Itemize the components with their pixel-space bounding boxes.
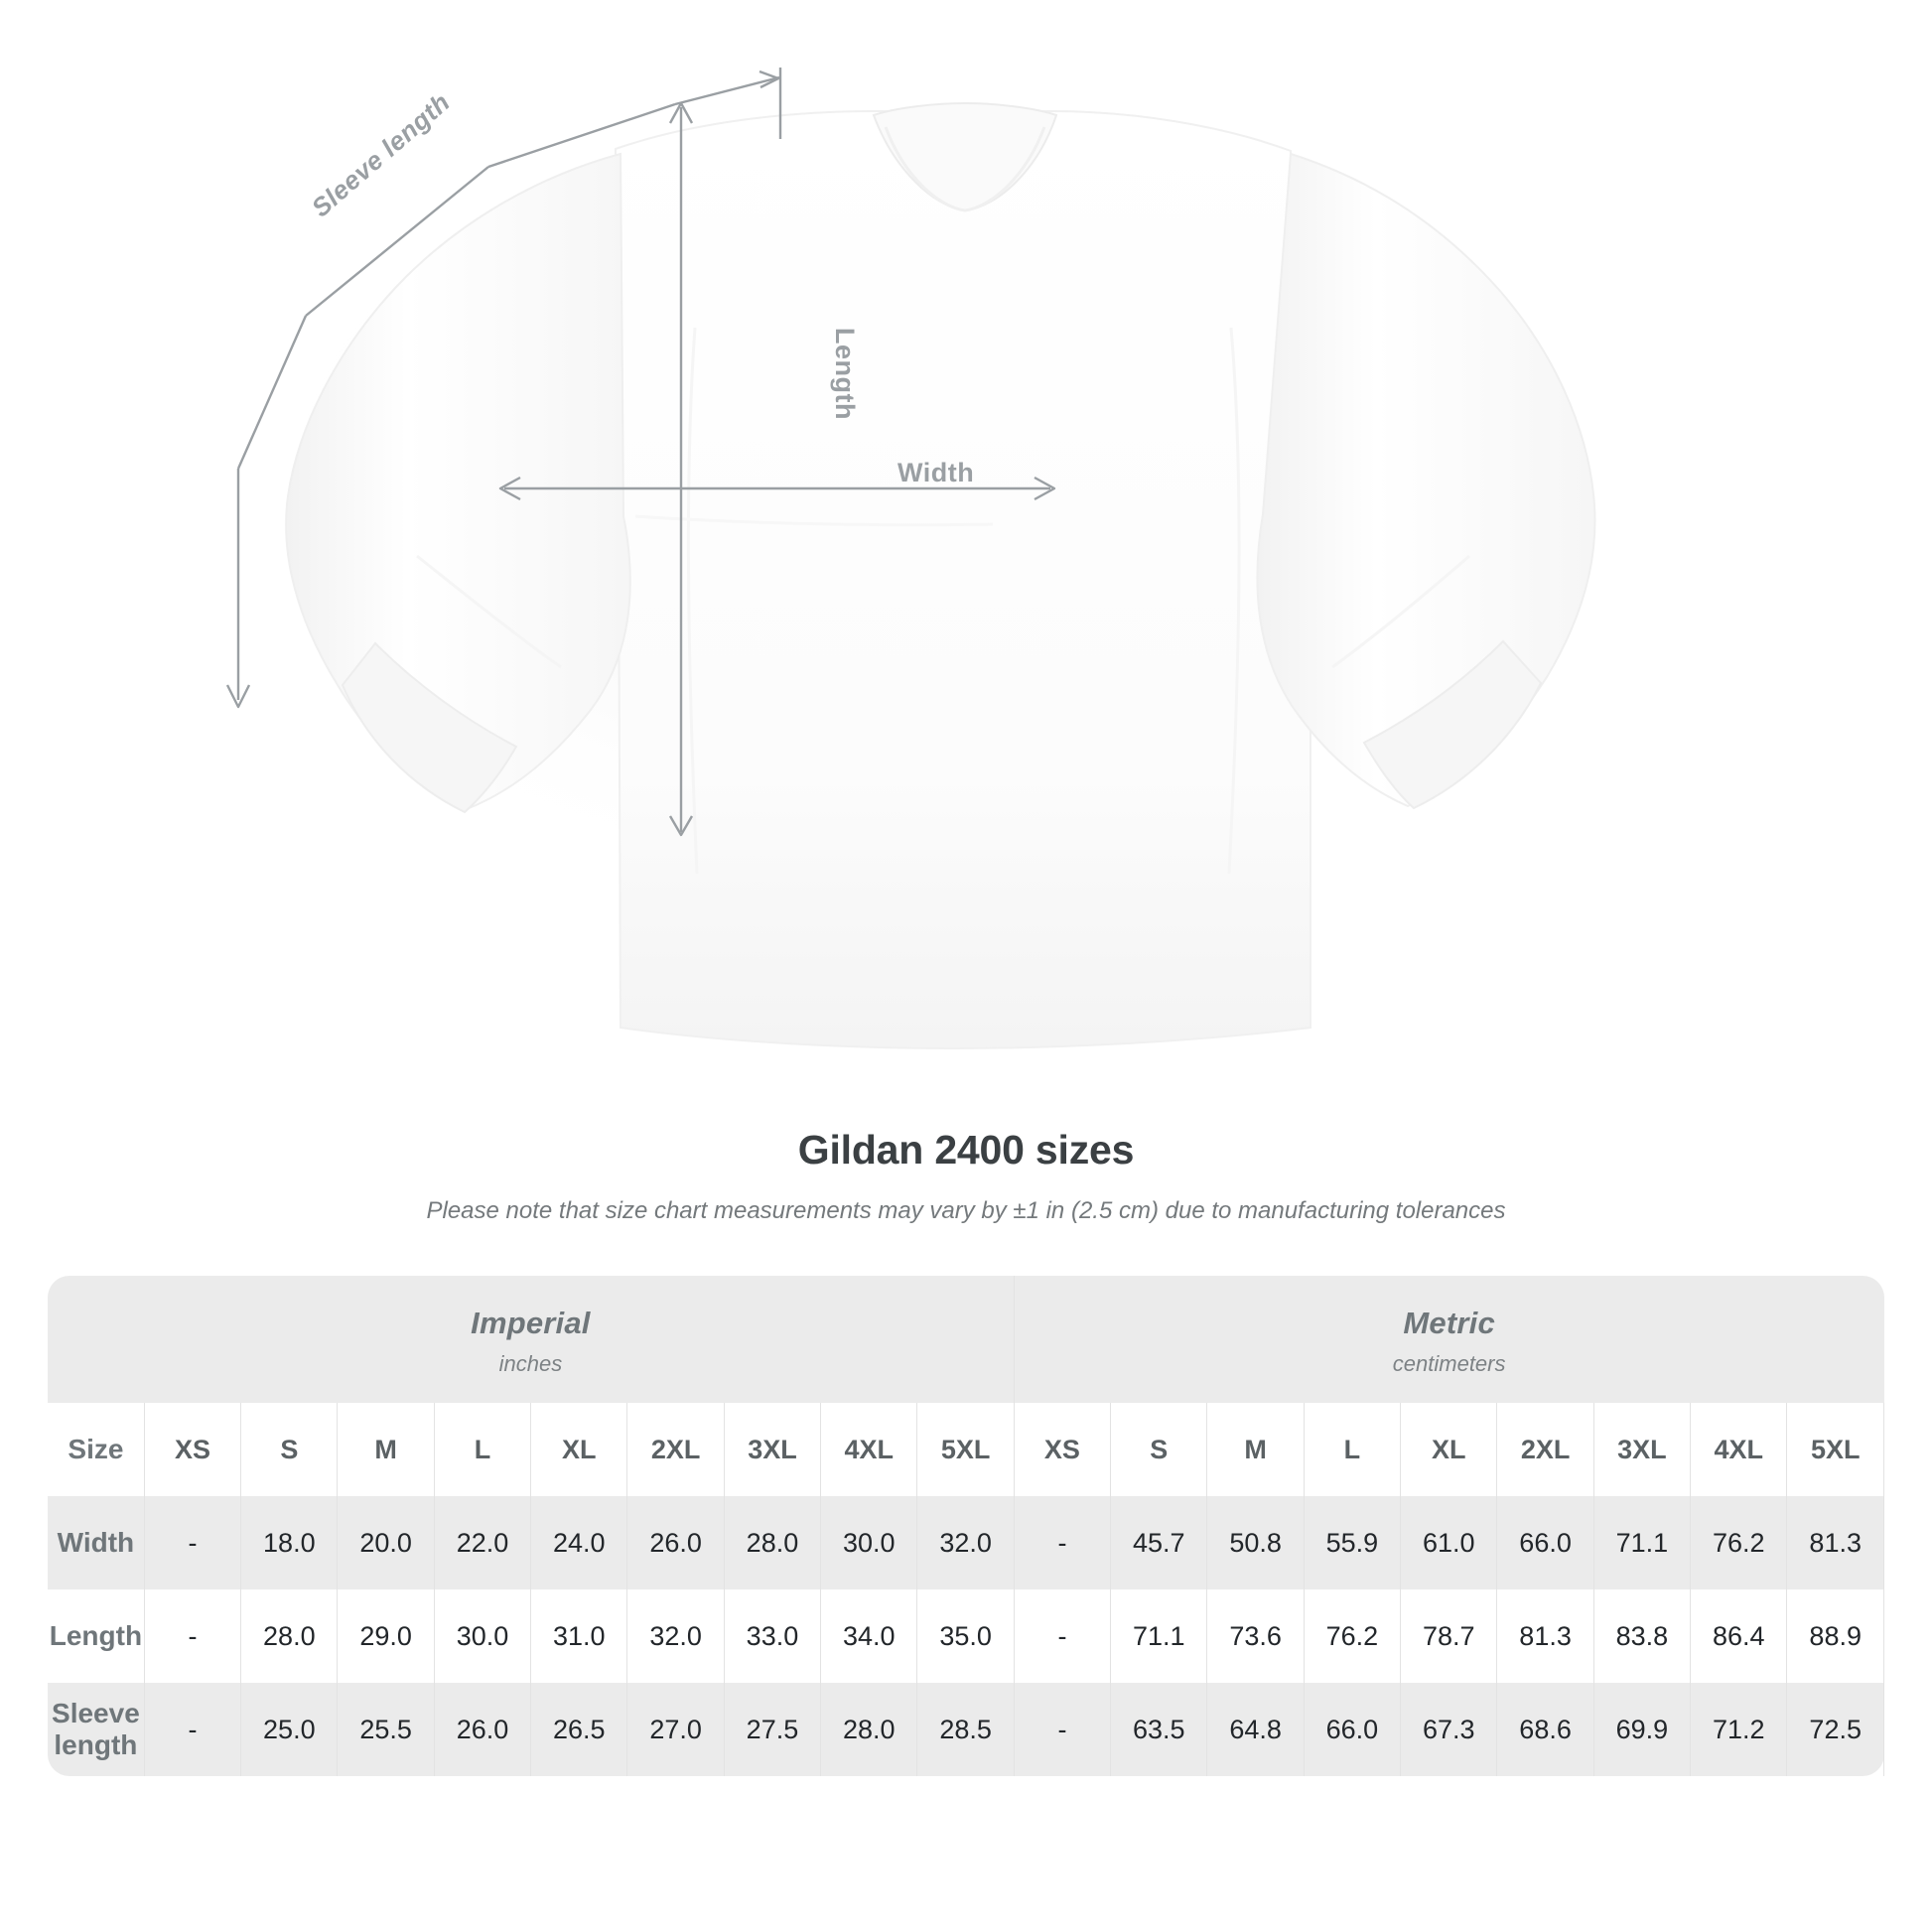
shirt-body: [285, 101, 1596, 1050]
cell-imperial: -: [143, 1683, 242, 1776]
cell-metric: 69.9: [1592, 1683, 1692, 1776]
cell-metric: 71.1: [1592, 1496, 1692, 1589]
size-chart-table: Imperial inches Metric centimeters Size …: [48, 1276, 1884, 1776]
cell-metric: -: [1013, 1683, 1112, 1776]
unit-group-imperial: Imperial inches: [48, 1276, 1015, 1403]
size-header-imperial-3xl: 3XL: [723, 1403, 822, 1496]
size-header-imperial-5xl: 5XL: [916, 1403, 1015, 1496]
cell-metric: 73.6: [1206, 1589, 1305, 1683]
size-header-metric-5xl: 5XL: [1786, 1403, 1884, 1496]
cell-imperial: 25.5: [337, 1683, 435, 1776]
cell-metric: 50.8: [1206, 1496, 1305, 1589]
cell-metric: 66.0: [1303, 1683, 1402, 1776]
cell-imperial: 30.0: [433, 1589, 532, 1683]
size-column-header: Size: [48, 1403, 145, 1496]
cell-imperial: 26.0: [433, 1683, 532, 1776]
size-header-imperial-xs: XS: [143, 1403, 242, 1496]
cell-metric: 71.2: [1690, 1683, 1788, 1776]
cell-imperial: 30.0: [820, 1496, 918, 1589]
size-header-imperial-2xl: 2XL: [626, 1403, 725, 1496]
page-title: Gildan 2400 sizes: [797, 1127, 1135, 1173]
size-header-metric-3xl: 3XL: [1592, 1403, 1692, 1496]
cell-imperial: 35.0: [916, 1589, 1015, 1683]
cell-metric: 72.5: [1786, 1683, 1884, 1776]
cell-imperial: -: [143, 1496, 242, 1589]
cell-metric: -: [1013, 1496, 1112, 1589]
cell-metric: 88.9: [1786, 1589, 1884, 1683]
table-row: Length -28.0 29.0 30.0 31.0 32.0 33.0 34.0 35.0-…: [48, 1589, 1884, 1683]
cell-metric: 55.9: [1303, 1496, 1402, 1589]
cell-metric: 83.8: [1592, 1589, 1692, 1683]
cell-imperial: 34.0: [820, 1589, 918, 1683]
cell-imperial: 31.0: [530, 1589, 628, 1683]
size-header-metric-4xl: 4XL: [1690, 1403, 1788, 1496]
size-header-imperial-xl: XL: [530, 1403, 628, 1496]
table-row: Width -18.0 20.0 22.0 24.0 26.0 28.0 30.0 32.0-4…: [48, 1496, 1884, 1589]
size-header-row: Size XS S M L XL 2XL 3XL 4XL 5XL XS S M L XL 2XL 3XL 4XL…: [48, 1403, 1884, 1496]
shirt-diagram: Sleeve length Length Width: [225, 68, 1596, 1050]
cell-imperial: 28.0: [820, 1683, 918, 1776]
cell-imperial: 29.0: [337, 1589, 435, 1683]
size-chart-table-container: Imperial inches Metric centimeters Size …: [48, 1276, 1884, 1776]
size-header-metric-xs: XS: [1013, 1403, 1112, 1496]
cell-metric: 68.6: [1496, 1683, 1594, 1776]
measurement-row-label: Width: [48, 1496, 145, 1589]
cell-metric: -: [1013, 1589, 1112, 1683]
size-header-imperial-m: M: [337, 1403, 435, 1496]
cell-imperial: 24.0: [530, 1496, 628, 1589]
size-header-metric-xl: XL: [1400, 1403, 1498, 1496]
cell-imperial: 22.0: [433, 1496, 532, 1589]
size-header-imperial-s: S: [240, 1403, 339, 1496]
unit-group-row: Imperial inches Metric centimeters: [48, 1276, 1884, 1403]
cell-metric: 61.0: [1400, 1496, 1498, 1589]
cell-metric: 66.0: [1496, 1496, 1594, 1589]
cell-metric: 78.7: [1400, 1589, 1498, 1683]
cell-metric: 64.8: [1206, 1683, 1305, 1776]
size-header-imperial-l: L: [433, 1403, 532, 1496]
cell-imperial: 26.0: [626, 1496, 725, 1589]
cell-metric: 63.5: [1110, 1683, 1208, 1776]
cell-metric: 76.2: [1303, 1589, 1402, 1683]
cell-imperial: 27.5: [723, 1683, 822, 1776]
cell-imperial: 20.0: [337, 1496, 435, 1589]
cell-imperial: 28.0: [240, 1589, 339, 1683]
unit-group-imperial-title: Imperial: [471, 1306, 591, 1340]
cell-imperial: 25.0: [240, 1683, 339, 1776]
width-dimension-label: Width: [897, 458, 975, 487]
cell-imperial: 26.5: [530, 1683, 628, 1776]
size-header-metric-s: S: [1110, 1403, 1208, 1496]
cell-imperial: 32.0: [916, 1496, 1015, 1589]
unit-group-metric-subtitle: centimeters: [1392, 1351, 1506, 1376]
cell-imperial: 28.0: [723, 1496, 822, 1589]
cell-metric: 81.3: [1786, 1496, 1884, 1589]
size-header-metric-2xl: 2XL: [1496, 1403, 1594, 1496]
shirt-illustration: [225, 68, 1596, 1050]
tolerance-note: Please note that size chart measurements…: [426, 1197, 1506, 1224]
size-header-imperial-4xl: 4XL: [820, 1403, 918, 1496]
cell-metric: 86.4: [1690, 1589, 1788, 1683]
cell-metric: 67.3: [1400, 1683, 1498, 1776]
cell-imperial: 33.0: [723, 1589, 822, 1683]
cell-imperial: 27.0: [626, 1683, 725, 1776]
unit-group-imperial-subtitle: inches: [498, 1351, 563, 1376]
unit-group-metric-title: Metric: [1403, 1306, 1495, 1340]
measurement-row-label: Length: [48, 1589, 145, 1683]
size-header-metric-m: M: [1206, 1403, 1305, 1496]
table-row: Sleeve length -25.0 25.5 26.0 26.5 27.0 27.5 28…: [48, 1683, 1884, 1776]
cell-metric: 71.1: [1110, 1589, 1208, 1683]
cell-imperial: -: [143, 1589, 242, 1683]
cell-imperial: 18.0: [240, 1496, 339, 1589]
length-dimension-label: Length: [830, 328, 860, 420]
measurement-lines: [225, 68, 1056, 837]
size-header-metric-l: L: [1303, 1403, 1402, 1496]
cell-metric: 81.3: [1496, 1589, 1594, 1683]
cell-metric: 76.2: [1690, 1496, 1788, 1589]
cell-imperial: 32.0: [626, 1589, 725, 1683]
measurement-row-label: Sleeve length: [48, 1683, 145, 1776]
cell-metric: 45.7: [1110, 1496, 1208, 1589]
unit-group-metric: Metric centimeters: [1013, 1276, 1884, 1403]
chart-heading: Gildan 2400 sizes Please note that size …: [0, 1127, 1932, 1225]
cell-imperial: 28.5: [916, 1683, 1015, 1776]
